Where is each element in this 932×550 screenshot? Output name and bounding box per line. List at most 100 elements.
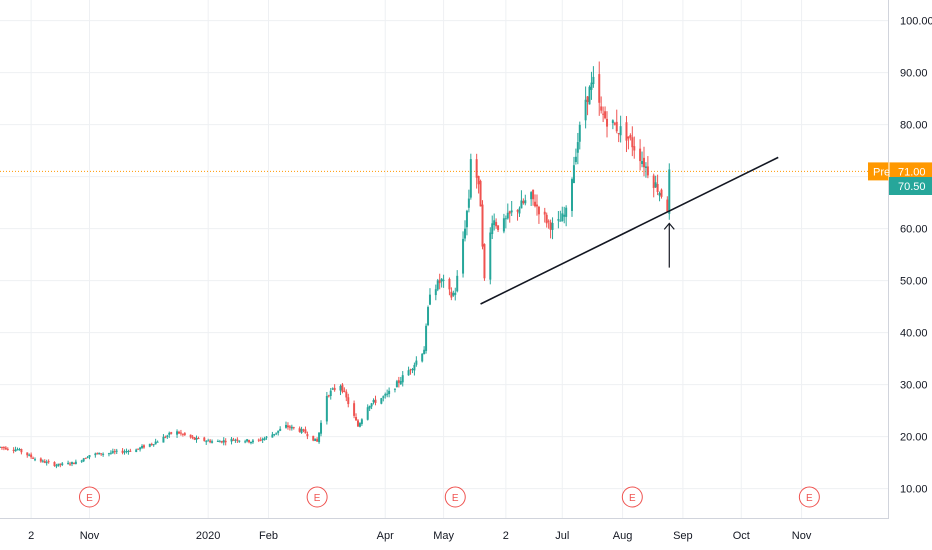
candle — [285, 421, 287, 429]
candle — [43, 459, 46, 464]
candle-body — [86, 457, 89, 459]
candle — [220, 440, 223, 444]
candle — [298, 426, 301, 433]
candle-body — [265, 436, 268, 438]
candle-body — [502, 218, 505, 232]
candle-body — [55, 465, 58, 467]
candle-body — [316, 439, 319, 442]
candle — [606, 111, 609, 138]
candle-body — [374, 399, 377, 403]
candle-body — [111, 451, 114, 453]
candle — [327, 394, 330, 398]
candle-body — [290, 426, 293, 429]
candle — [288, 424, 291, 431]
last-price-tag: 70.50 — [889, 177, 932, 195]
earnings-label: E — [806, 493, 813, 504]
candle-body — [456, 275, 459, 292]
candle — [436, 278, 439, 292]
candle — [386, 389, 389, 398]
candle — [549, 219, 552, 239]
earnings-circle — [621, 486, 643, 508]
price-axis-panel[interactable] — [889, 0, 932, 519]
candle-body — [423, 349, 426, 355]
candle-body — [181, 433, 184, 435]
x-tick-label: Nov — [792, 530, 812, 542]
candle-body — [115, 450, 118, 452]
candle — [355, 413, 358, 421]
earnings-circle — [798, 486, 820, 508]
candle — [162, 434, 165, 443]
candle-body — [475, 159, 478, 178]
y-tick-label: 20.00 — [900, 432, 928, 444]
candle — [598, 61, 601, 116]
candle — [380, 397, 383, 405]
candle-body — [74, 461, 77, 465]
candle-body — [543, 211, 546, 215]
candle — [504, 215, 507, 229]
trendline[interactable] — [480, 156, 779, 305]
candle — [356, 419, 359, 427]
candle-body — [0, 446, 1, 448]
candle — [448, 277, 451, 296]
candle — [47, 459, 50, 464]
candle-body — [4, 447, 7, 450]
earnings-marker[interactable]: E — [798, 486, 820, 508]
candle-body — [275, 432, 278, 434]
candle-body — [279, 428, 282, 431]
earnings-marker[interactable]: E — [621, 486, 643, 508]
candle-body — [176, 431, 179, 435]
candle-body — [532, 189, 535, 200]
candle — [644, 162, 647, 178]
candle — [249, 441, 252, 445]
candle-body — [207, 440, 210, 442]
arrow-head — [663, 222, 675, 230]
candle — [388, 387, 391, 398]
candle-body — [39, 458, 42, 462]
candle — [518, 206, 521, 217]
candle-body — [358, 423, 361, 427]
candle — [633, 136, 636, 159]
candle-body — [440, 278, 443, 282]
candle — [617, 132, 620, 143]
candle — [115, 448, 118, 454]
candle-body — [534, 201, 537, 207]
candle — [16, 447, 19, 451]
x-tick-label: May — [433, 530, 454, 542]
candle — [53, 461, 56, 467]
candle — [551, 217, 554, 240]
candle-body — [53, 462, 56, 466]
candle-body — [477, 176, 480, 185]
candle-body — [401, 375, 404, 383]
candle — [491, 215, 494, 240]
candle — [413, 362, 416, 376]
earnings-marker[interactable]: E — [444, 486, 466, 508]
candle — [534, 194, 537, 208]
candle-body — [386, 393, 389, 395]
earnings-marker[interactable]: E — [78, 486, 100, 508]
candle — [602, 106, 605, 123]
candle — [211, 439, 214, 444]
candle — [259, 437, 262, 442]
candle — [316, 437, 319, 442]
candle — [125, 448, 128, 454]
candle — [26, 452, 29, 458]
candle-body — [561, 213, 564, 221]
candle — [141, 444, 144, 450]
candle-body — [168, 432, 171, 435]
candle-body — [59, 463, 62, 465]
x-tick-label: Sep — [673, 530, 693, 542]
candle-body — [617, 133, 620, 135]
candle — [611, 119, 614, 130]
candle — [508, 210, 511, 223]
candle-body — [41, 460, 44, 462]
candle-body — [232, 439, 235, 441]
y-tick-label: 80.00 — [900, 120, 928, 132]
earnings-marker[interactable]: E — [306, 486, 328, 508]
candle-body — [166, 435, 169, 437]
candle-body — [234, 439, 237, 441]
candle-body — [88, 455, 91, 458]
candle — [96, 452, 99, 455]
candle-body — [261, 439, 264, 441]
